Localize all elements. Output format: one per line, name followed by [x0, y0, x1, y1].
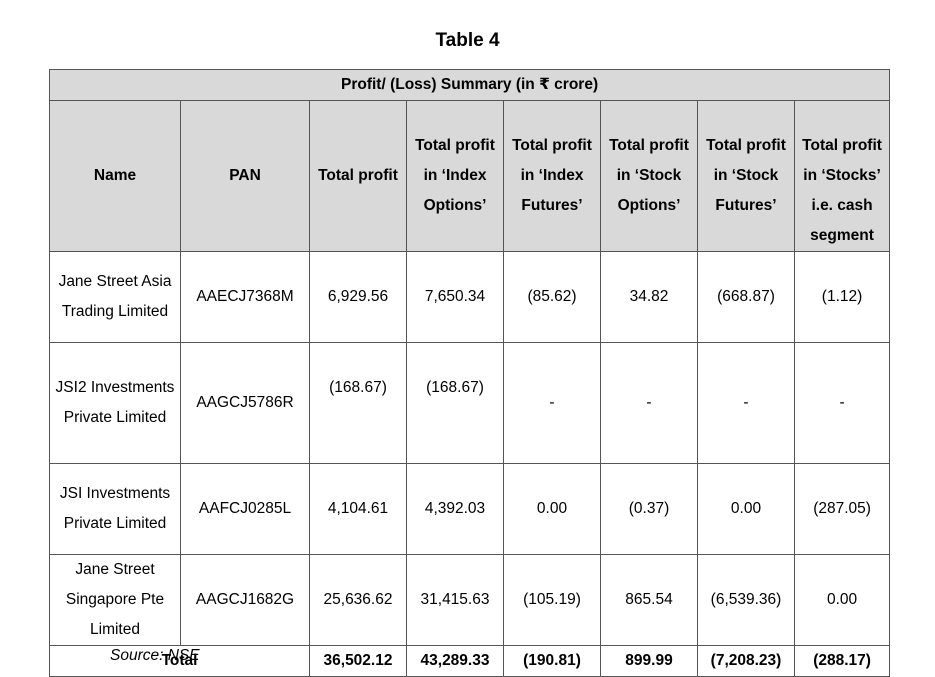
- value-cell: -: [697, 342, 795, 464]
- value-cell: (0.37): [600, 463, 698, 555]
- value-cell: 0.00: [697, 463, 795, 555]
- pan-cell: AAGCJ5786R: [180, 342, 310, 464]
- value-cell: 0.00: [503, 463, 601, 555]
- table-row: Jane Street Asia Trading Limited AAECJ73…: [49, 251, 891, 343]
- column-header: Total profit in ‘Stocks’ i.e. cash segme…: [793, 100, 891, 252]
- value-cell: 865.54: [600, 554, 698, 646]
- value-cell: -: [793, 342, 891, 464]
- value-cell: (1.12): [793, 251, 891, 343]
- value-cell: 6,929.56: [309, 251, 407, 343]
- total-value: 899.99: [600, 645, 698, 677]
- entity-name: JSI Investments Private Limited: [49, 463, 181, 555]
- pan-cell: AAGCJ1682G: [180, 554, 310, 646]
- value-cell: (6,539.36): [697, 554, 795, 646]
- entity-name: Jane Street Singapore Pte Limited: [49, 554, 181, 646]
- value-cell: 34.82: [600, 251, 698, 343]
- total-value: (288.17): [793, 645, 891, 677]
- pan-cell: AAECJ7368M: [180, 251, 310, 343]
- total-value: (7,208.23): [697, 645, 795, 677]
- total-row: Total 36,502.12 43,289.33 (190.81) 899.9…: [49, 645, 891, 677]
- column-header: Name: [49, 100, 181, 252]
- profit-loss-summary-table: Profit/ (Loss) Summary (in ₹ crore) Name…: [48, 69, 891, 677]
- column-header: Total profit: [309, 100, 407, 252]
- value-cell: -: [503, 342, 601, 464]
- table-title: Table 4: [435, 30, 500, 51]
- table-row: JSI2 Investments Private Limited AAGCJ57…: [49, 342, 891, 464]
- value-cell: 4,104.61: [309, 463, 407, 555]
- value-cell: (287.05): [793, 463, 891, 555]
- entity-name: Jane Street Asia Trading Limited: [49, 251, 181, 343]
- total-value: 36,502.12: [309, 645, 407, 677]
- value-cell: (105.19): [503, 554, 601, 646]
- column-header: Total profit in ‘Stock Futures’: [697, 100, 795, 252]
- table-row: Jane Street Singapore Pte Limited AAGCJ1…: [49, 554, 891, 646]
- value-cell: (85.62): [503, 251, 601, 343]
- table-caption: Profit/ (Loss) Summary (in ₹ crore): [48, 69, 891, 101]
- column-header: PAN: [180, 100, 310, 252]
- value-cell: -: [600, 342, 698, 464]
- table-row: JSI Investments Private Limited AAFCJ028…: [49, 463, 891, 555]
- column-header: Total profit in ‘Index Options’: [406, 100, 504, 252]
- column-header: Total profit in ‘Stock Options’: [600, 100, 698, 252]
- value-cell: 25,636.62: [309, 554, 407, 646]
- column-header: Total profit in ‘Index Futures’: [503, 100, 601, 252]
- value-cell: (668.87): [697, 251, 795, 343]
- value-cell: 7,650.34: [406, 251, 504, 343]
- total-value: 43,289.33: [406, 645, 504, 677]
- entity-name: JSI2 Investments Private Limited: [49, 342, 181, 464]
- total-label: Total: [49, 645, 310, 677]
- pan-cell: AAFCJ0285L: [180, 463, 310, 555]
- total-value: (190.81): [503, 645, 601, 677]
- value-cell: (168.67): [309, 342, 407, 464]
- source-note: Source: NSE: [110, 647, 200, 664]
- value-cell: 0.00: [793, 554, 891, 646]
- value-cell: (168.67): [406, 342, 504, 464]
- value-cell: 4,392.03: [406, 463, 504, 555]
- value-cell: 31,415.63: [406, 554, 504, 646]
